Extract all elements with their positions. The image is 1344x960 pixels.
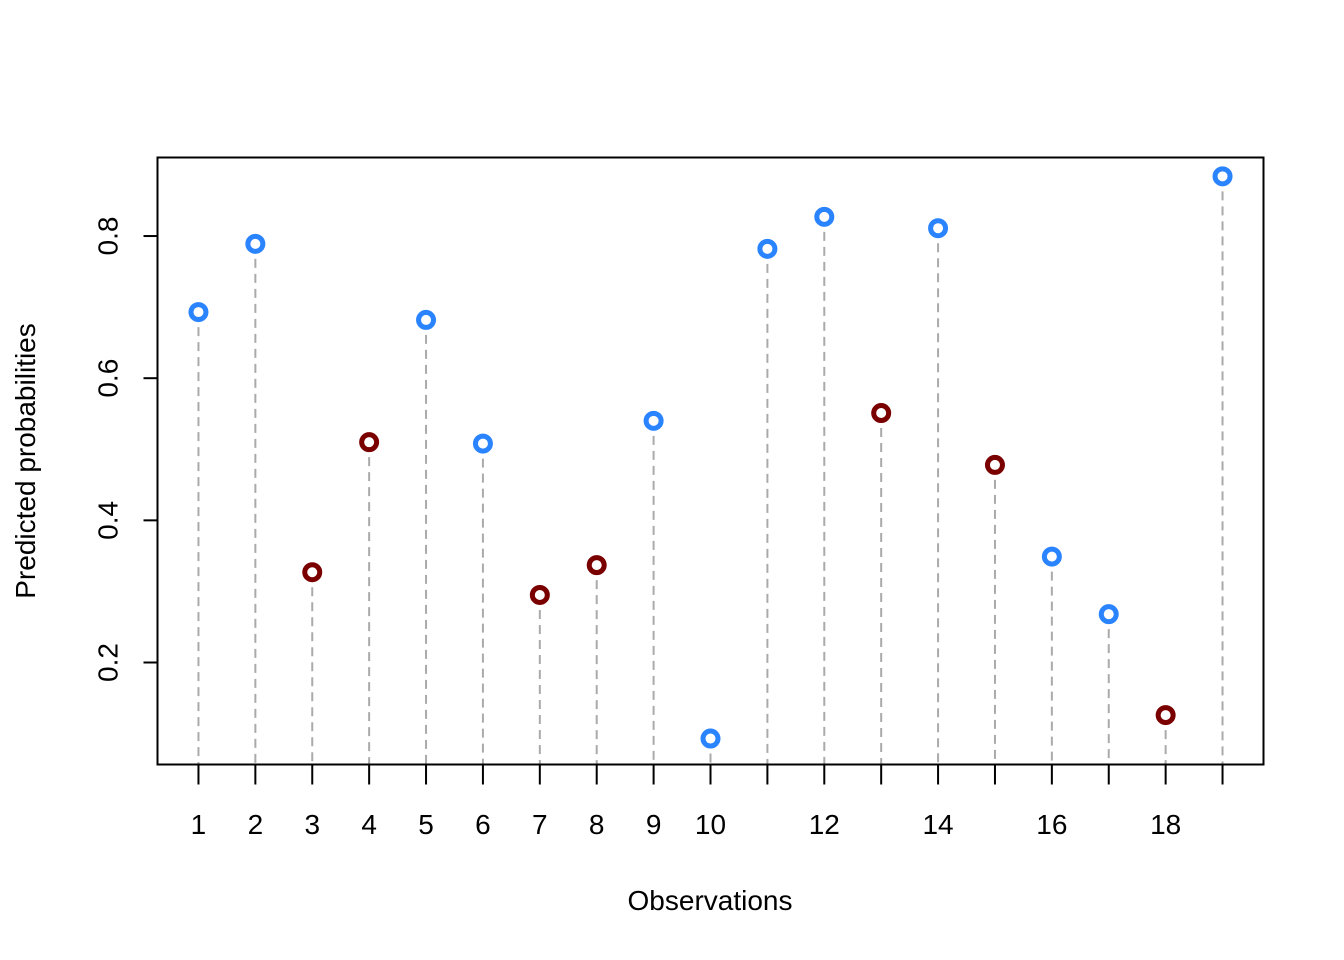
x-axis-title: Observations [628,885,793,916]
x-tick-label: 3 [304,809,320,840]
data-point [1098,604,1119,625]
y-tick-label: 0.6 [93,359,124,398]
y-tick-label: 0.4 [93,501,124,540]
data-point [359,432,380,453]
x-axis: 1 2 3 4 5 6 7 8 9 10 12 14 16 18 [191,764,1224,840]
x-tick-label: 2 [248,809,264,840]
data-point [757,238,778,259]
data-point [416,309,437,330]
x-tick-label: 18 [1150,809,1181,840]
data-point [1155,705,1176,726]
x-tick-label: 10 [695,809,726,840]
x-tick-label: 8 [589,809,605,840]
plot-frame [156,156,1265,766]
data-points [188,166,1233,749]
x-tick-label: 5 [418,809,434,840]
x-tick-label: 7 [532,809,548,840]
data-point [984,454,1005,475]
x-tick-label: 6 [475,809,491,840]
data-point [472,433,493,454]
x-tick-label: 1 [191,809,207,840]
drop-lines [197,176,1224,765]
y-axis: 0.2 0.4 0.6 0.8 [93,217,158,682]
data-point [814,206,835,227]
x-tick-label: 9 [646,809,662,840]
data-point [1041,546,1062,567]
data-point [700,728,721,749]
data-point [586,555,607,576]
x-tick-label: 16 [1036,809,1067,840]
data-point [529,584,550,605]
data-point [1212,166,1233,187]
data-point [928,218,949,239]
data-point [245,233,266,254]
x-tick-label: 4 [361,809,377,840]
data-point [302,562,323,583]
x-tick-label: 12 [809,809,840,840]
y-axis-title: Predicted probabilities [10,323,41,599]
y-tick-label: 0.2 [93,643,124,682]
data-point [188,302,209,323]
x-tick-label: 14 [922,809,953,840]
data-point [643,410,664,431]
y-tick-label: 0.8 [93,217,124,256]
data-point [871,403,892,424]
